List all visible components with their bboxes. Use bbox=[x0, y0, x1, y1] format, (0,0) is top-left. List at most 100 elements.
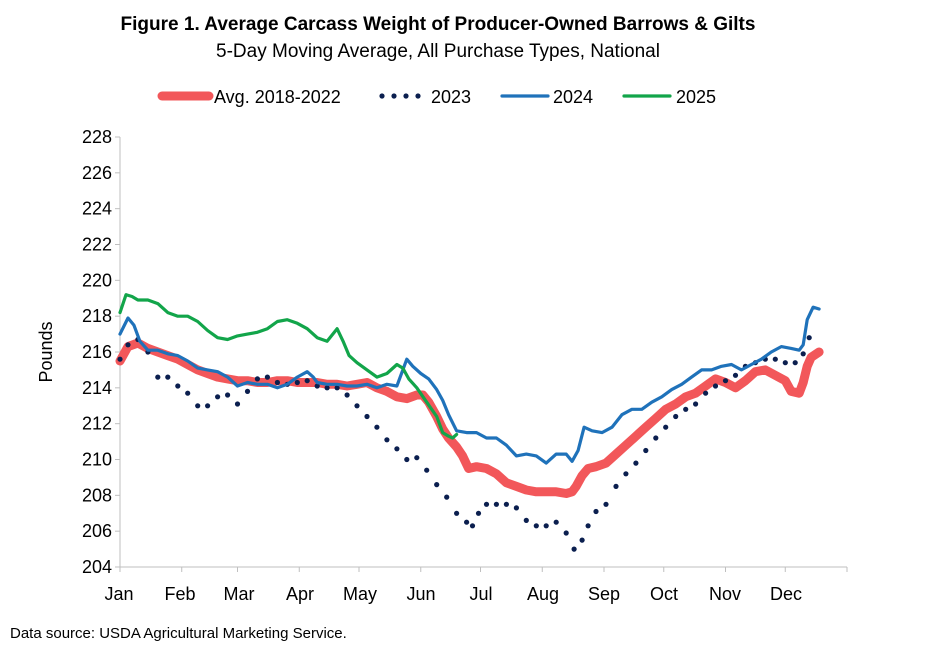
y-tick-label: 224 bbox=[82, 199, 112, 219]
series-point-2023 bbox=[712, 383, 719, 389]
x-tick-label: Sep bbox=[588, 584, 620, 604]
chart-subtitle: 5-Day Moving Average, All Purchase Types… bbox=[216, 41, 660, 62]
series-point-2023 bbox=[483, 501, 490, 507]
legend-swatch-2023 bbox=[379, 93, 385, 99]
x-tick-label: May bbox=[343, 584, 377, 604]
series-point-2023 bbox=[165, 374, 171, 380]
legend-label-avg-2018-2022: Avg. 2018-2022 bbox=[214, 87, 341, 107]
y-tick-label: 212 bbox=[82, 414, 112, 434]
x-tick-label: Jan bbox=[104, 584, 133, 604]
x-tick-label: Jul bbox=[469, 584, 492, 604]
series-point-2023 bbox=[503, 501, 509, 507]
series-point-2023 bbox=[234, 401, 241, 407]
series-line-2025 bbox=[118, 293, 459, 440]
legend-label-2023: 2023 bbox=[431, 87, 471, 107]
series-point-2023 bbox=[553, 519, 559, 525]
series-point-2023 bbox=[254, 376, 260, 382]
y-tick-label: 210 bbox=[82, 450, 112, 470]
series-point-2023 bbox=[633, 460, 639, 466]
y-tick-label: 218 bbox=[82, 306, 112, 326]
legend: Avg. 2018-2022 2023 2024 2025 bbox=[157, 87, 716, 107]
series-layer bbox=[115, 293, 824, 552]
series-point-2023 bbox=[424, 467, 430, 473]
series-point-2023 bbox=[394, 446, 400, 452]
y-tick-label: 206 bbox=[82, 521, 112, 541]
x-tick-label: Nov bbox=[709, 584, 741, 604]
series-point-2023 bbox=[464, 519, 470, 525]
series-point-2023 bbox=[643, 447, 649, 454]
series-line-avg-2018-2022 bbox=[115, 338, 824, 498]
series-point-2023 bbox=[772, 356, 778, 362]
y-tick-label: 216 bbox=[82, 342, 112, 362]
series-point-2023 bbox=[334, 385, 340, 391]
legend-swatch-2023 bbox=[391, 93, 397, 99]
series-point-2023 bbox=[523, 517, 529, 524]
series-point-2023 bbox=[593, 508, 599, 515]
series-point-2023 bbox=[444, 494, 450, 500]
series-point-2023 bbox=[732, 372, 739, 378]
series-point-2023 bbox=[205, 403, 211, 409]
legend-label-2024: 2024 bbox=[553, 87, 593, 107]
series-point-2023 bbox=[215, 394, 221, 400]
series-point-2023 bbox=[414, 455, 420, 461]
series-point-2023 bbox=[434, 482, 440, 488]
series-point-2023 bbox=[195, 403, 201, 409]
y-tick-label: 214 bbox=[82, 378, 112, 398]
legend-swatch-2023 bbox=[415, 93, 421, 99]
series-line-2024 bbox=[118, 305, 821, 465]
series-point-2023 bbox=[782, 360, 788, 366]
series-point-2023 bbox=[693, 401, 699, 407]
series-point-2023 bbox=[344, 392, 350, 398]
series-point-2023 bbox=[579, 537, 585, 543]
y-tick-label: 222 bbox=[82, 235, 112, 255]
series-point-2023 bbox=[475, 510, 482, 516]
y-tick-label: 204 bbox=[82, 557, 112, 577]
series-point-2023 bbox=[703, 390, 709, 396]
series-point-2023 bbox=[806, 335, 812, 341]
series-point-2023 bbox=[673, 413, 679, 420]
series-point-2023 bbox=[543, 523, 549, 529]
chart-title: Figure 1. Average Carcass Weight of Prod… bbox=[121, 14, 756, 35]
series-point-2023 bbox=[244, 388, 251, 394]
series-point-2023 bbox=[354, 403, 360, 409]
series-point-2023 bbox=[613, 483, 619, 489]
x-tick-label: Mar bbox=[224, 584, 255, 604]
series-point-2023 bbox=[513, 505, 520, 511]
legend-label-2025: 2025 bbox=[676, 87, 716, 107]
series-point-2023 bbox=[603, 501, 609, 507]
series-point-2023 bbox=[454, 510, 460, 516]
legend-swatch-2023 bbox=[403, 93, 409, 99]
series-point-2023 bbox=[653, 435, 659, 441]
x-tick-label: Dec bbox=[770, 584, 802, 604]
series-point-2023 bbox=[571, 546, 577, 552]
series-2023 bbox=[117, 335, 812, 552]
series-point-2023 bbox=[264, 374, 270, 380]
series-point-2023 bbox=[623, 471, 629, 477]
series-point-2023 bbox=[125, 342, 131, 348]
series-point-2023 bbox=[324, 385, 330, 391]
x-tick-label: Feb bbox=[164, 584, 195, 604]
x-tick-label: Oct bbox=[650, 584, 678, 604]
series-point-2023 bbox=[294, 379, 300, 386]
series-point-2023 bbox=[563, 530, 569, 536]
y-tick-label: 220 bbox=[82, 270, 112, 290]
series-point-2023 bbox=[384, 437, 390, 443]
series-point-2023 bbox=[533, 523, 539, 529]
series-point-2023 bbox=[469, 523, 476, 529]
series-point-2023 bbox=[314, 383, 320, 389]
series-point-2023 bbox=[722, 378, 729, 384]
y-tick-label: 226 bbox=[82, 163, 112, 183]
series-point-2023 bbox=[274, 379, 280, 386]
source-note: Data source: USDA Agricultural Marketing… bbox=[10, 625, 347, 642]
series-point-2023 bbox=[683, 406, 689, 412]
x-tick-label: Jun bbox=[406, 584, 435, 604]
series-point-2023 bbox=[493, 501, 499, 507]
series-point-2023 bbox=[663, 424, 669, 430]
x-tick-label: Aug bbox=[527, 584, 559, 604]
series-point-2023 bbox=[185, 390, 191, 396]
series-point-2023 bbox=[364, 413, 370, 420]
y-tick-label: 228 bbox=[82, 127, 112, 147]
series-point-2023 bbox=[225, 392, 231, 398]
series-point-2023 bbox=[404, 456, 410, 463]
